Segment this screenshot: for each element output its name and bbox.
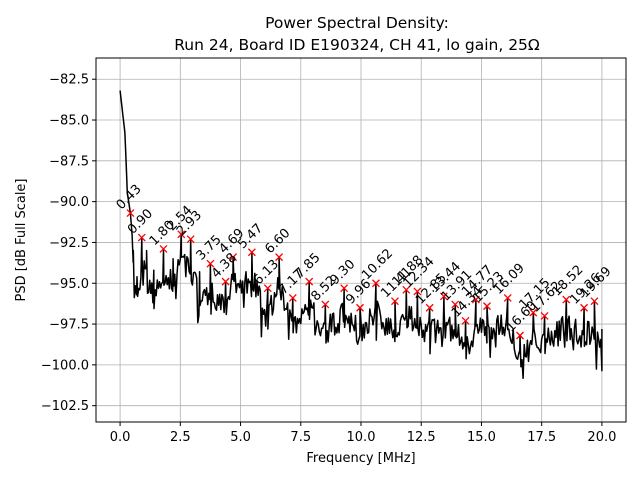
x-axis-label: Frequency [MHz] — [306, 451, 415, 466]
peak-marker — [247, 248, 256, 257]
peak-marker — [529, 308, 538, 317]
peak-marker — [186, 235, 195, 244]
peak-marker — [580, 303, 589, 312]
y-tick-label: −97.5 — [49, 318, 89, 333]
peak-marker — [275, 253, 284, 262]
peak-marker — [206, 259, 215, 268]
y-tick-label: −82.5 — [49, 73, 89, 88]
peak-marker — [540, 311, 549, 320]
peak-marker — [402, 285, 411, 294]
y-tick-label: −95.0 — [49, 277, 89, 292]
peak-marker — [356, 303, 364, 312]
peak-marker — [425, 303, 434, 312]
peak-marker — [562, 295, 571, 304]
peak-marker — [471, 295, 480, 304]
x-tick-label: 10.0 — [347, 430, 376, 445]
x-tick-label: 12.5 — [407, 430, 436, 445]
x-tick-label: 0.0 — [110, 430, 131, 445]
peak-marker — [263, 284, 272, 293]
peak-marker — [137, 233, 146, 242]
peak-marker — [590, 297, 599, 306]
peak-marker — [321, 300, 330, 309]
peak-marker — [221, 277, 230, 286]
chart-title-line1: Power Spectral Density: — [265, 14, 449, 32]
y-tick-label: −92.5 — [49, 236, 89, 251]
y-tick-label: −102.5 — [41, 399, 89, 414]
y-tick-label: −100.0 — [41, 358, 89, 373]
y-tick-label: −87.5 — [49, 154, 89, 169]
peak-marker — [126, 209, 135, 218]
y-axis-label: PSD [dB Full Scale] — [14, 178, 29, 301]
psd-series-line — [119, 90, 603, 380]
peak-marker — [413, 287, 422, 296]
peak-marker — [451, 300, 460, 309]
x-axis-ticks: 0.0 2.5 5.0 7.5 10.0 12.5 15.0 17.5 20.0 — [110, 422, 616, 445]
peak-marker — [305, 277, 314, 286]
peak-marker — [391, 297, 399, 306]
y-axis-ticks: −82.5 −85.0 −87.5 −90.0 −92.5 −95.0 −97.5 −100.… — [41, 73, 96, 414]
peak-marker — [229, 253, 238, 262]
x-tick-label: 7.5 — [290, 430, 311, 445]
x-tick-label: 20.0 — [587, 430, 616, 445]
peak-marker — [516, 331, 524, 340]
peak-marker — [439, 292, 448, 301]
peak-markers — [126, 209, 599, 340]
peak-marker — [340, 284, 349, 293]
grid — [96, 58, 626, 422]
peak-marker — [177, 230, 186, 239]
chart-title-line2: Run 24, Board ID E190324, CH 41, lo gain… — [174, 36, 540, 54]
x-tick-label: 17.5 — [527, 430, 556, 445]
peak-marker — [461, 316, 470, 325]
x-tick-label: 5.0 — [230, 430, 251, 445]
peak-marker — [371, 279, 380, 288]
x-tick-label: 2.5 — [170, 430, 191, 445]
series-layer — [119, 90, 603, 380]
peak-marker — [159, 245, 168, 253]
peak-marker — [483, 302, 491, 311]
y-tick-label: −90.0 — [49, 195, 89, 210]
x-tick-label: 15.0 — [467, 430, 496, 445]
peak-marker — [503, 293, 512, 302]
y-tick-label: −85.0 — [49, 114, 89, 129]
peak-marker — [288, 293, 297, 302]
